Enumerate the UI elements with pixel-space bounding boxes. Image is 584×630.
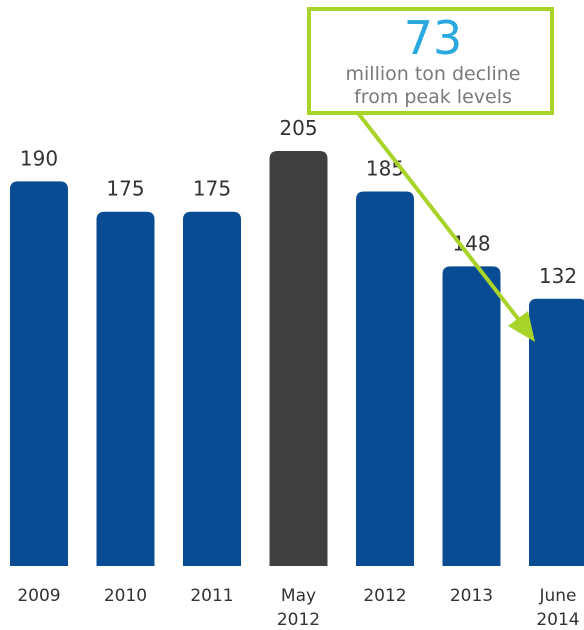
- category-label: 2009: [17, 586, 60, 606]
- callout-box: [307, 7, 554, 115]
- value-label: 190: [20, 146, 58, 170]
- arrow-line: [356, 111, 521, 322]
- bars-group: [10, 151, 584, 567]
- annotation-arrow: [356, 111, 535, 342]
- category-label: 2013: [450, 586, 493, 606]
- bar-2010: [96, 211, 155, 567]
- arrow-head: [508, 311, 535, 342]
- category-label: May: [281, 586, 316, 606]
- callout-line2: from peak levels: [354, 86, 512, 108]
- bar-june-2014: [529, 298, 584, 566]
- category-label: 2014: [536, 610, 579, 630]
- bar-may-2012: [269, 151, 328, 566]
- bar-2012: [356, 191, 414, 567]
- value-label: 205: [279, 116, 317, 140]
- annotation-callout: 73 million ton decline from peak levels: [307, 7, 554, 115]
- category-labels-group: 2009 2010 2011 May 2012 2012 2013 June 2014: [17, 586, 579, 630]
- value-label: 132: [539, 264, 577, 288]
- callout-line1: million ton decline: [346, 63, 521, 85]
- category-label: 2011: [190, 586, 233, 606]
- category-label: 2012: [363, 586, 406, 606]
- category-label: 2012: [277, 610, 320, 630]
- category-label: June: [538, 586, 576, 606]
- callout-value: 73: [404, 11, 463, 65]
- bar-2011: [183, 211, 241, 567]
- value-label: 175: [106, 177, 144, 201]
- value-label: 185: [366, 156, 404, 180]
- category-label: 2010: [104, 586, 147, 606]
- value-label: 175: [193, 177, 231, 201]
- bar-2013: [442, 266, 501, 566]
- bar-2009: [10, 181, 68, 567]
